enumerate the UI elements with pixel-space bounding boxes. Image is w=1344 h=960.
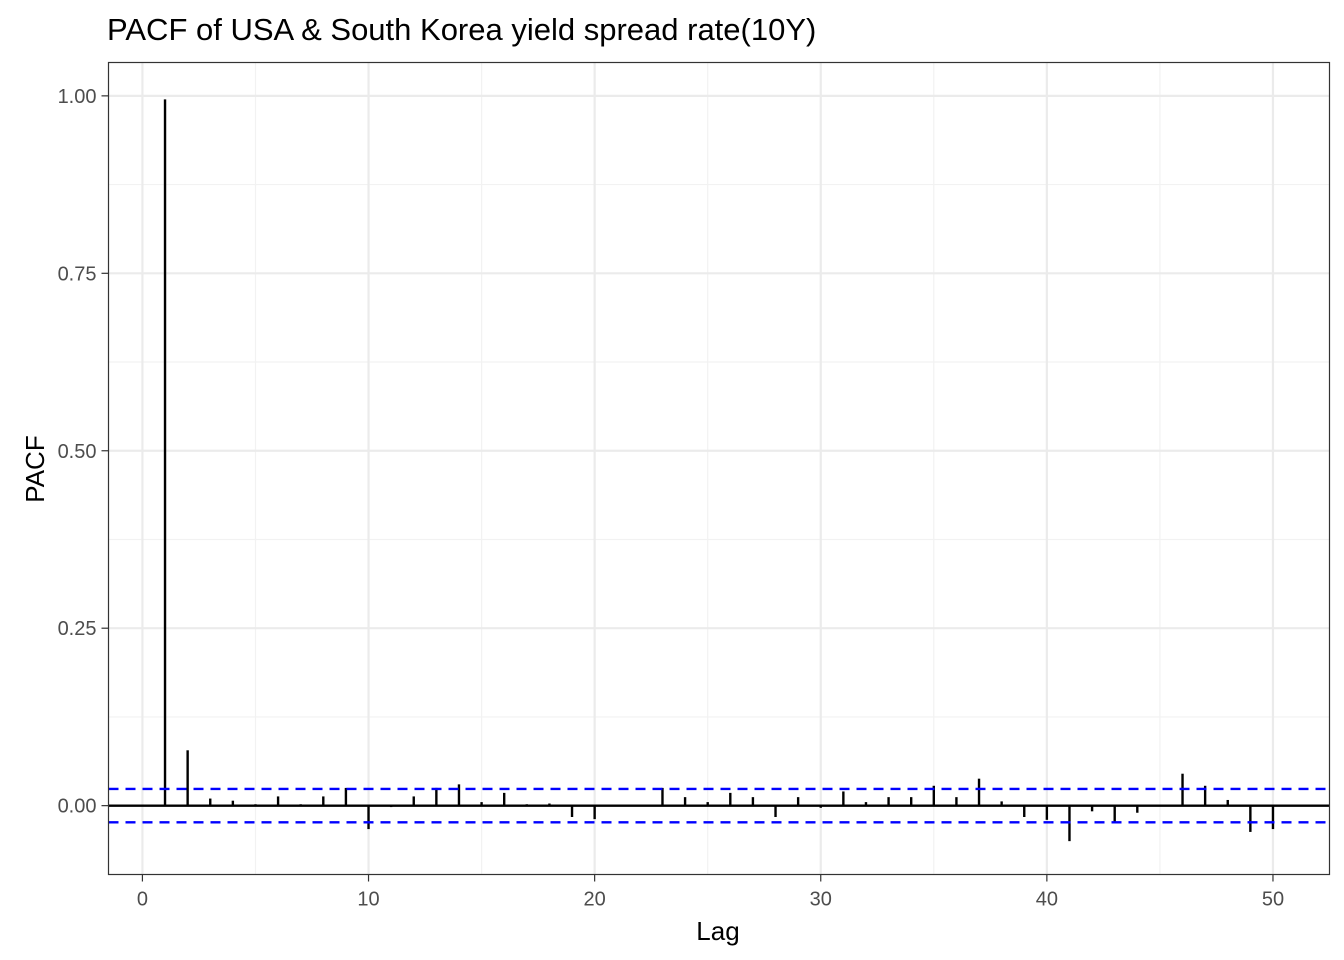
major-gridlines [108,62,1330,875]
y-axis-title: PACF [20,435,50,502]
x-tick-label: 20 [584,889,606,911]
y-tick-label: 0.75 [58,263,97,285]
y-tick-label: 0.50 [58,441,97,463]
y-axis-ticks: 0.00 0.25 0.50 0.75 1.00 [58,86,109,818]
x-tick-label: 10 [357,889,379,911]
y-tick-label: 1.00 [58,86,97,108]
x-tick-label: 0 [137,889,148,911]
chart-title: PACF of USA & South Korea yield spread r… [107,12,816,47]
y-tick-label: 0.00 [58,796,97,818]
y-tick-label: 0.25 [58,618,97,640]
x-tick-label: 30 [810,889,832,911]
x-axis-title: Lag [696,916,739,946]
minor-gridlines [108,62,1330,875]
x-axis-ticks: 0 10 20 30 40 50 [137,874,1284,911]
panel-border [107,61,1331,876]
x-tick-label: 40 [1036,889,1058,911]
pacf-bars [163,99,1275,842]
x-tick-label: 50 [1262,889,1284,911]
